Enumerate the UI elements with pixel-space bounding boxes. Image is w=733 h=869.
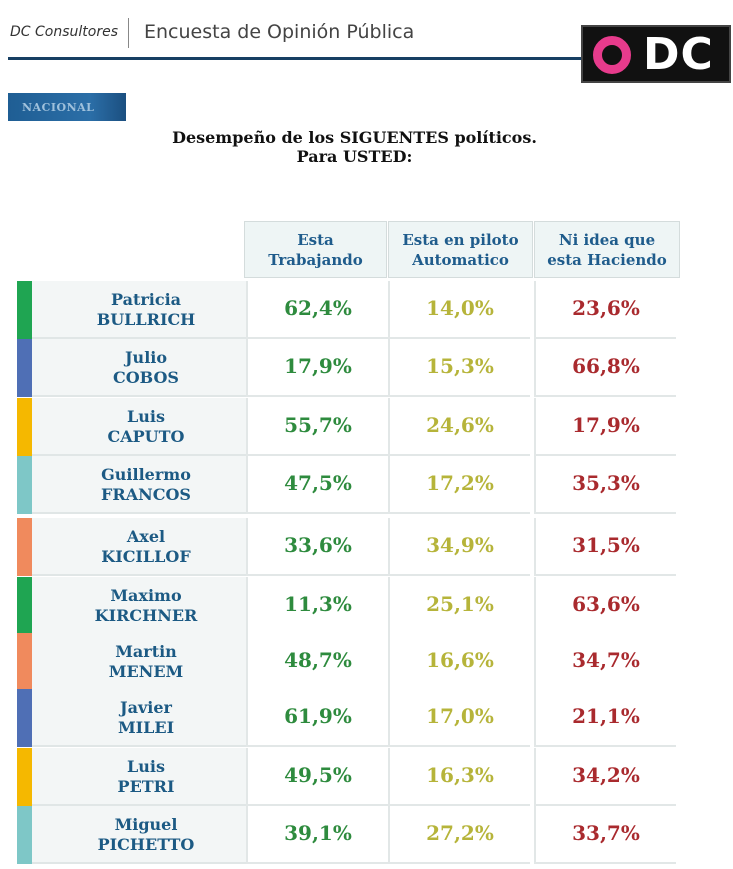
- column-header-piloto: Esta en piloto Automatico: [388, 221, 533, 278]
- value-piloto: 17,2%: [388, 456, 530, 514]
- column-header-line: Esta en piloto: [402, 231, 519, 249]
- first-name: Luis: [127, 757, 165, 776]
- value-ni-idea: 34,7%: [534, 633, 676, 691]
- table-row: Patricia BULLRICH 62,4% 14,0% 23,6%: [17, 281, 680, 339]
- table-row: Axel KICILLOF 33,6% 34,9% 31,5%: [17, 518, 680, 576]
- politician-name: Martin MENEM: [32, 633, 260, 691]
- value-ni-idea: 35,3%: [534, 456, 676, 514]
- logo-o-ring: [593, 36, 631, 74]
- column-header-line: Ni idea que: [558, 231, 656, 249]
- table-row: Luis PETRI 49,5% 16,3% 34,2%: [17, 748, 680, 806]
- first-name: Guillermo: [101, 465, 191, 484]
- politician-name: Javier MILEI: [32, 689, 260, 747]
- value-trabajando: 62,4%: [246, 281, 388, 339]
- first-name: Javier: [120, 698, 172, 717]
- value-trabajando: 33,6%: [246, 518, 388, 576]
- value-ni-idea: 63,6%: [534, 577, 676, 635]
- value-piloto: 25,1%: [388, 577, 530, 635]
- table-row: Miguel PICHETTO 39,1% 27,2% 33,7%: [17, 806, 680, 864]
- party-color-strip: [17, 806, 32, 864]
- value-trabajando: 39,1%: [246, 806, 388, 864]
- last-name: BULLRICH: [96, 310, 196, 329]
- value-trabajando: 48,7%: [246, 633, 388, 691]
- politician-name: Julio COBOS: [32, 339, 260, 397]
- section-badge: NACIONAL: [8, 93, 126, 121]
- first-name: Miguel: [114, 815, 178, 834]
- header-title: Encuesta de Opinión Pública: [144, 21, 415, 43]
- party-color-strip: [17, 398, 32, 456]
- politician-name: Miguel PICHETTO: [32, 806, 260, 864]
- first-name: Axel: [126, 527, 166, 546]
- value-ni-idea: 34,2%: [534, 748, 676, 806]
- politician-name: Luis PETRI: [32, 748, 260, 806]
- value-ni-idea: 33,7%: [534, 806, 676, 864]
- value-piloto: 27,2%: [388, 806, 530, 864]
- value-piloto: 16,3%: [388, 748, 530, 806]
- header-divider: [128, 18, 129, 48]
- value-piloto: 34,9%: [388, 518, 530, 576]
- value-ni-idea: 66,8%: [534, 339, 676, 397]
- value-piloto: 17,0%: [388, 689, 530, 747]
- column-header-ni-idea: Ni idea que esta Haciendo: [534, 221, 680, 278]
- politician-name: Luis CAPUTO: [32, 398, 260, 456]
- politician-name: Patricia BULLRICH: [32, 281, 260, 339]
- odc-logo: DC: [581, 25, 731, 83]
- party-color-strip: [17, 456, 32, 514]
- table-row: Martin MENEM 48,7% 16,6% 34,7%: [17, 633, 680, 691]
- party-color-strip: [17, 577, 32, 635]
- table-row: Luis CAPUTO 55,7% 24,6% 17,9%: [17, 398, 680, 456]
- value-ni-idea: 17,9%: [534, 398, 676, 456]
- party-color-strip: [17, 689, 32, 747]
- page-subtitle: Para USTED:: [296, 147, 413, 166]
- page-title: Desempeño de los SIGUENTES políticos.: [172, 128, 537, 147]
- value-piloto: 24,6%: [388, 398, 530, 456]
- column-header-line: Trabajando: [268, 251, 363, 269]
- header-rule: [8, 57, 583, 60]
- table-row: Javier MILEI 61,9% 17,0% 21,1%: [17, 689, 680, 747]
- table-row: Julio COBOS 17,9% 15,3% 66,8%: [17, 339, 680, 397]
- party-color-strip: [17, 339, 32, 397]
- last-name: MENEM: [108, 662, 184, 681]
- last-name: CAPUTO: [107, 427, 185, 446]
- value-trabajando: 47,5%: [246, 456, 388, 514]
- politician-name: Maximo KIRCHNER: [32, 577, 260, 635]
- last-name: FRANCOS: [101, 485, 191, 504]
- party-color-strip: [17, 518, 32, 576]
- value-ni-idea: 23,6%: [534, 281, 676, 339]
- logo-text: DC: [643, 29, 714, 80]
- table-row: Maximo KIRCHNER 11,3% 25,1% 63,6%: [17, 577, 680, 635]
- value-trabajando: 17,9%: [246, 339, 388, 397]
- table-row: Guillermo FRANCOS 47,5% 17,2% 35,3%: [17, 456, 680, 514]
- value-trabajando: 49,5%: [246, 748, 388, 806]
- last-name: MILEI: [117, 718, 175, 737]
- value-trabajando: 61,9%: [246, 689, 388, 747]
- politician-name: Axel KICILLOF: [32, 518, 260, 576]
- party-color-strip: [17, 633, 32, 691]
- brand-name: DC Consultores: [10, 24, 118, 40]
- first-name: Luis: [127, 407, 165, 426]
- party-color-strip: [17, 281, 32, 339]
- party-color-strip: [17, 748, 32, 806]
- last-name: KICILLOF: [101, 547, 191, 566]
- value-ni-idea: 31,5%: [534, 518, 676, 576]
- column-header-trabajando: Esta Trabajando: [244, 221, 387, 278]
- last-name: KIRCHNER: [94, 606, 198, 625]
- last-name: PETRI: [117, 777, 175, 796]
- first-name: Maximo: [110, 586, 182, 605]
- value-trabajando: 55,7%: [246, 398, 388, 456]
- value-piloto: 16,6%: [388, 633, 530, 691]
- last-name: COBOS: [113, 368, 179, 387]
- first-name: Martin: [115, 642, 177, 661]
- first-name: Julio: [124, 348, 168, 367]
- politician-name: Guillermo FRANCOS: [32, 456, 260, 514]
- column-header-line: Esta: [297, 231, 334, 249]
- column-header-line: esta Haciendo: [547, 251, 667, 269]
- value-piloto: 14,0%: [388, 281, 530, 339]
- column-header-line: Automatico: [412, 251, 509, 269]
- value-ni-idea: 21,1%: [534, 689, 676, 747]
- value-trabajando: 11,3%: [246, 577, 388, 635]
- first-name: Patricia: [110, 290, 182, 309]
- value-piloto: 15,3%: [388, 339, 530, 397]
- last-name: PICHETTO: [97, 835, 195, 854]
